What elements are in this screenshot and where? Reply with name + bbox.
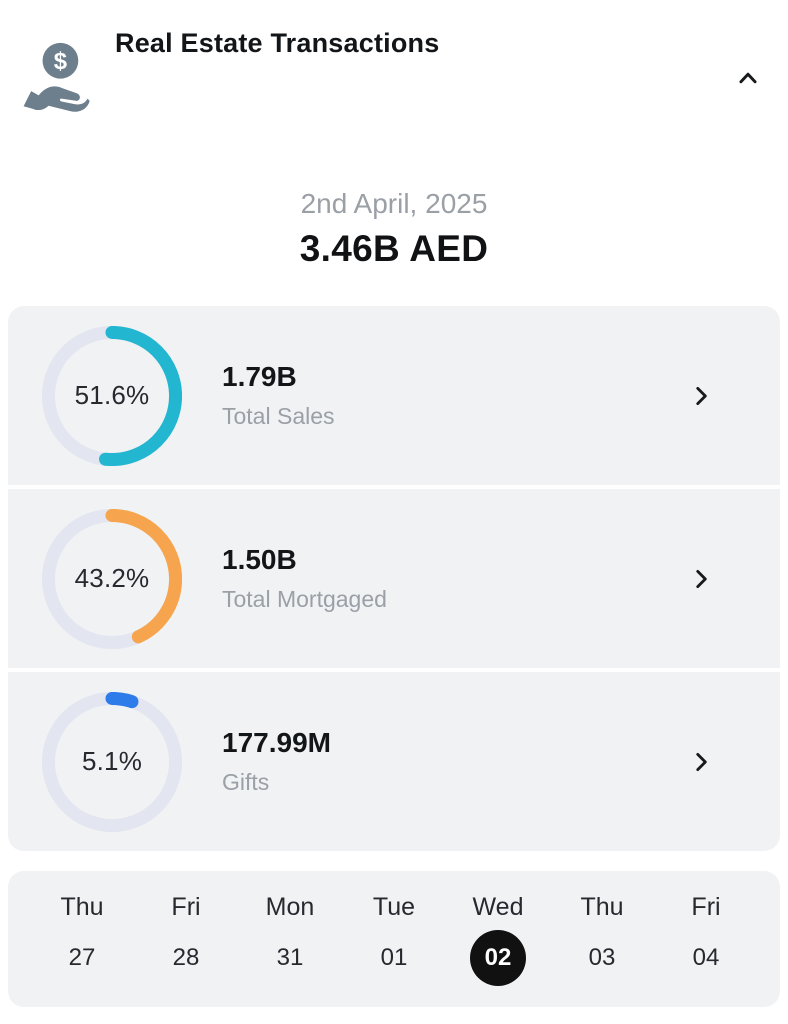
donut-arc — [42, 508, 182, 649]
day-weekday: Thu — [60, 892, 104, 921]
day-cell[interactable]: Mon 31 — [238, 893, 342, 986]
day-cell-selected[interactable]: Wed 02 — [446, 893, 550, 986]
selected-date-label: 2nd April, 2025 — [300, 188, 488, 219]
day-weekday: Fri — [691, 892, 721, 921]
collapse-button[interactable] — [722, 52, 774, 104]
day-number: 27 — [68, 943, 96, 971]
day-number: 03 — [588, 943, 616, 971]
day-weekday: Mon — [265, 892, 315, 921]
stat-text: 177.99M Gifts — [222, 727, 680, 796]
stat-text: 1.50B Total Mortgaged — [222, 544, 680, 613]
stat-label: Total Sales — [222, 403, 335, 429]
chevron-right-icon — [688, 749, 714, 775]
percent-label: 5.1% — [81, 746, 143, 776]
card-header: $ Real Estate Transactions — [0, 0, 788, 140]
donut-arc — [42, 691, 182, 832]
percent-label: 43.2% — [74, 563, 150, 593]
stat-label: Total Mortgaged — [222, 586, 387, 612]
stat-value: 177.99M — [222, 727, 331, 758]
chevron-up-icon — [732, 65, 764, 91]
stat-row-total-sales[interactable]: 51.6% 1.79B Total Sales — [8, 306, 780, 485]
row-detail-button[interactable] — [680, 741, 722, 783]
donut-chart: 5.1% — [42, 691, 182, 832]
hand-holding-dollar-icon: $ — [20, 38, 90, 116]
day-number: 02 — [470, 929, 526, 986]
stat-label: Gifts — [222, 769, 270, 795]
date-strip: Thu 27 Fri 28 Mon 31 Tue 01 Wed 02 Thu 0… — [8, 871, 780, 1007]
donut-arc — [42, 325, 182, 466]
day-weekday: Wed — [472, 892, 524, 921]
day-weekday: Fri — [171, 892, 201, 921]
chevron-right-icon — [688, 566, 714, 592]
percent-label: 51.6% — [74, 380, 150, 410]
stat-row-total-mortgaged[interactable]: 43.2% 1.50B Total Mortgaged — [8, 489, 780, 668]
day-cell[interactable]: Tue 01 — [342, 893, 446, 986]
day-number: 31 — [276, 943, 304, 971]
total-amount: 3.46B AED — [299, 228, 489, 269]
stat-value: 1.50B — [222, 544, 297, 575]
summary-section: 2nd April, 2025 3.46B AED — [0, 188, 788, 270]
day-weekday: Tue — [372, 892, 416, 921]
chevron-right-icon — [688, 383, 714, 409]
stat-value: 1.79B — [222, 361, 297, 392]
svg-text:$: $ — [54, 48, 67, 75]
day-number: 01 — [380, 943, 408, 971]
stats-list: 51.6% 1.79B Total Sales 43.2% — [8, 306, 780, 851]
row-detail-button[interactable] — [680, 558, 722, 600]
day-weekday: Thu — [580, 892, 624, 921]
donut-chart: 43.2% — [42, 508, 182, 649]
stat-row-gifts[interactable]: 5.1% 177.99M Gifts — [8, 672, 780, 851]
donut-chart: 51.6% — [42, 325, 182, 466]
day-number: 04 — [692, 943, 720, 971]
day-number: 28 — [172, 943, 200, 971]
day-cell[interactable]: Thu 27 — [30, 893, 134, 986]
stat-text: 1.79B Total Sales — [222, 361, 680, 430]
day-cell[interactable]: Fri 04 — [654, 893, 758, 986]
card-title: Real Estate Transactions — [115, 28, 440, 58]
row-detail-button[interactable] — [680, 375, 722, 417]
day-cell[interactable]: Thu 03 — [550, 893, 654, 986]
day-cell[interactable]: Fri 28 — [134, 893, 238, 986]
